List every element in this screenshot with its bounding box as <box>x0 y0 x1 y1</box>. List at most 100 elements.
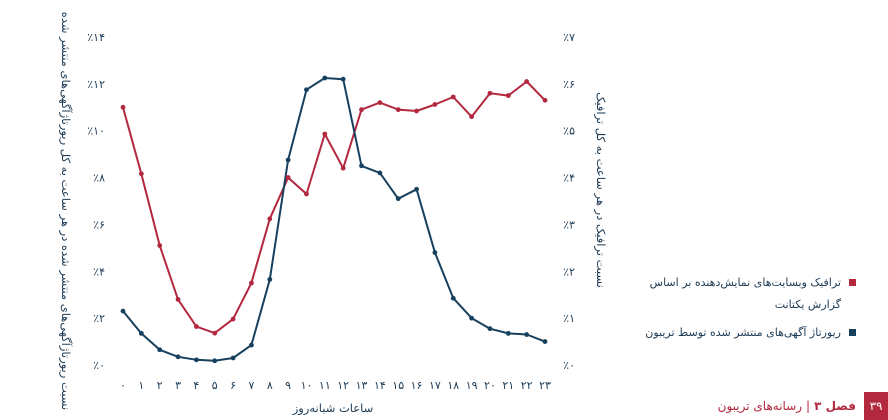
series-0-point <box>230 316 236 322</box>
legend-swatch-reportage <box>849 329 856 336</box>
series-1-point <box>450 295 456 301</box>
y-left-tick-label: ٪۱۰ <box>87 125 105 138</box>
x-tick-label: ۱۴ <box>374 379 386 392</box>
series-0-point <box>157 243 163 248</box>
y-right-tick-label: ٪۰ <box>563 359 575 372</box>
series-0-point <box>414 108 419 114</box>
legend-swatch-traffic <box>849 279 856 286</box>
series-1-point <box>157 347 163 353</box>
series-0-point <box>267 216 273 222</box>
legend: ترافیک وبسایت‌های نمایش‌دهنده بر اساس گز… <box>640 272 856 344</box>
y-right-tick-label: ٪۲ <box>563 265 575 278</box>
left-axis-ticks: ٪۰ ٪۲ ٪۴ ٪۶ ٪۸ ٪۱۰ ٪۱۲ ٪۱۴ <box>87 31 105 372</box>
series-1-point <box>138 330 144 336</box>
y-axis-right-title: نسبت ترافیک در هر ساعت به کل ترافیک <box>593 92 608 288</box>
series-1-point <box>175 354 181 360</box>
x-tick-label: ۱۱ <box>319 379 331 392</box>
right-axis-ticks: ٪۰ ٪۱ ٪۲ ٪۳ ٪۴ ٪۵ ٪۶ ٪۷ <box>563 31 575 372</box>
series-1-point <box>340 76 346 82</box>
series-0-point <box>487 90 493 96</box>
x-tick-label: ۳ <box>175 379 181 392</box>
y-left-tick-label: ٪۱۲ <box>87 78 105 91</box>
series-0-point <box>542 97 548 103</box>
series-1-point <box>542 339 548 344</box>
x-tick-label: ۶ <box>230 379 236 392</box>
series-1-point <box>267 277 273 282</box>
series-line-0 <box>122 80 546 335</box>
y-right-tick-label: ٪۱ <box>563 312 575 325</box>
chapter-label: فصل ۳ <box>814 399 856 413</box>
y-left-tick-label: ٪۰ <box>93 359 105 372</box>
series-0-point <box>120 104 126 110</box>
series-line-1 <box>122 77 546 362</box>
series-1-point <box>285 157 291 163</box>
series-0-point <box>322 131 328 137</box>
x-tick-label: ۲۰ <box>484 379 496 392</box>
x-tick-label: ۱۸ <box>447 379 459 392</box>
series-0-point <box>505 93 511 98</box>
legend-label-traffic: ترافیک وبسایت‌های نمایش‌دهنده بر اساس گز… <box>649 276 841 311</box>
series-1-point <box>359 163 364 169</box>
x-tick-label: ۴ <box>193 379 199 392</box>
x-axis-title: ساعات شبانه‌روز <box>292 401 374 416</box>
y-right-tick-label: ٪۶ <box>563 78 575 91</box>
x-tick-label: ۱۰ <box>301 379 313 392</box>
y-left-tick-label: ٪۸ <box>93 172 105 185</box>
series-0-point <box>193 324 199 329</box>
series-1-point <box>395 196 401 202</box>
series-0-point <box>138 171 144 177</box>
x-tick-label: ۰ <box>120 379 126 392</box>
series-0-point <box>340 165 346 171</box>
x-tick-label: ۱۹ <box>466 379 478 392</box>
section-title: رسانه‌های تریبون <box>717 399 803 413</box>
x-tick-label: ۱ <box>138 379 144 392</box>
series-1-point <box>469 315 475 321</box>
y-left-tick-label: ٪۱۴ <box>87 31 105 44</box>
y-right-tick-label: ٪۴ <box>563 172 575 185</box>
series-0-point <box>212 330 218 336</box>
x-tick-label: ۱۲ <box>337 379 349 392</box>
y-right-tick-label: ٪۷ <box>563 31 575 44</box>
y-right-tick-label: ٪۵ <box>563 125 575 138</box>
x-tick-label: ۵ <box>212 379 218 392</box>
series-points <box>120 75 548 364</box>
page-footer: ۳۹ فصل ۳|رسانه‌های تریبون <box>704 392 888 420</box>
series-0-point <box>432 102 438 107</box>
legend-item-traffic: ترافیک وبسایت‌های نمایش‌دهنده بر اساس گز… <box>640 272 856 316</box>
x-tick-label: ۲ <box>157 379 163 392</box>
series-1-point <box>120 308 126 314</box>
x-tick-label: ۱۶ <box>411 379 423 392</box>
series-0-point <box>175 297 181 302</box>
series-0-point <box>524 79 530 84</box>
x-tick-label: ۱۳ <box>356 379 368 392</box>
y-left-tick-label: ٪۶ <box>93 218 105 231</box>
series-1-point <box>524 332 530 337</box>
series-1-point <box>212 358 218 364</box>
y-left-tick-label: ٪۴ <box>93 265 105 278</box>
legend-item-reportage: ریورتاژ آگهی‌های منتشر شده توسط تریبون <box>640 322 856 344</box>
y-left-tick-label: ٪۲ <box>93 312 105 325</box>
series-1-point <box>505 330 511 336</box>
x-tick-label: ۲۱ <box>502 379 514 392</box>
series-0-point <box>304 191 309 197</box>
x-axis-ticks: ۰ ۱ ۲ ۳ ۴ ۵ ۶ ۷ ۸ ۹ ۱۰ ۱۱ ۱۲ ۱۳ ۱۴ ۱۵ ۱۶ ۱۷ ۱۸ ۱۹ ۲۰ ۲۱ ۲۲ ۲۳ <box>120 379 551 392</box>
series-1-point <box>432 250 438 255</box>
x-tick-label: ۸ <box>267 379 273 392</box>
series-1-point <box>377 170 383 176</box>
series-1-point <box>193 357 199 363</box>
series-0-point <box>359 107 364 113</box>
x-tick-label: ۲۲ <box>521 379 533 392</box>
chapter-title: فصل ۳|رسانه‌های تریبون <box>704 399 864 413</box>
series-0-point <box>285 175 291 180</box>
y-axis-left-title: نسبت ریورتاژآگهی‌های منتشر شده در هر ساع… <box>58 12 73 410</box>
x-tick-label: ۷ <box>248 379 254 392</box>
x-tick-label: ۹ <box>285 379 291 392</box>
series-0-point <box>450 94 456 100</box>
y-right-tick-label: ٪۳ <box>563 218 575 231</box>
x-tick-label: ۲۳ <box>539 379 551 392</box>
series-0-point <box>249 280 254 286</box>
x-tick-label: ۱۷ <box>429 379 441 392</box>
x-tick-label: ۱۵ <box>392 379 404 392</box>
series-1-point <box>304 87 309 93</box>
